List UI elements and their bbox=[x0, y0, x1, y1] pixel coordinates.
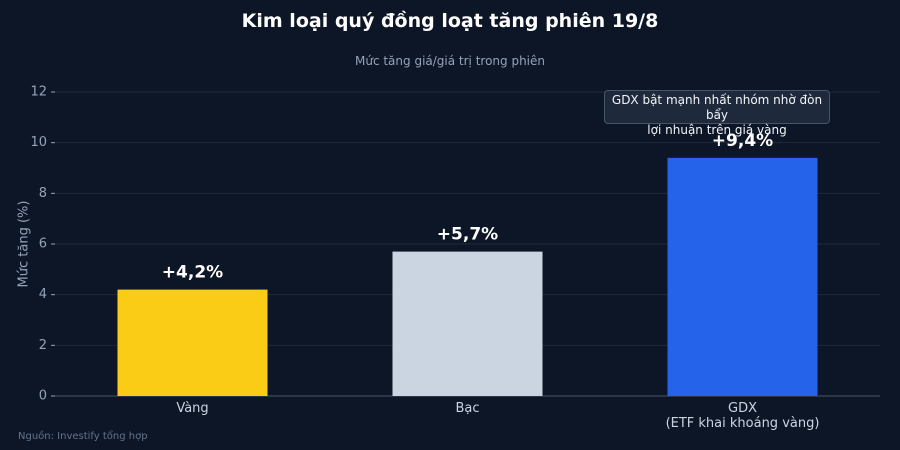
bar bbox=[667, 157, 818, 396]
x-tick-label: GDX (ETF khai khoáng vàng) bbox=[665, 401, 820, 431]
value-label: +4,2% bbox=[162, 263, 223, 283]
source: Nguồn: Investify tổng hợp bbox=[18, 431, 148, 442]
x-tick-label: Vàng bbox=[176, 401, 209, 416]
y-tick-label: 6 bbox=[39, 237, 47, 252]
y-tick-label: 4 bbox=[39, 287, 47, 302]
value-label: +9,4% bbox=[712, 131, 773, 151]
value-label: +5,7% bbox=[437, 225, 498, 245]
y-tick-label: 0 bbox=[39, 389, 47, 404]
chart-title: Kim loại quý đồng loạt tăng phiên 19/8 bbox=[241, 10, 659, 32]
bar bbox=[392, 251, 543, 396]
y-axis-label: Mức tăng (%) bbox=[17, 201, 32, 288]
y-tick-label: 12 bbox=[30, 85, 47, 100]
x-tick-label: Bạc bbox=[455, 401, 480, 416]
y-tick-label: 2 bbox=[39, 338, 47, 353]
chart-subtitle: Mức tăng giá/giá trị trong phiên bbox=[354, 54, 546, 68]
bar bbox=[117, 289, 268, 396]
y-tick-label: 8 bbox=[39, 186, 47, 201]
annotation: GDX bật mạnh nhất nhóm nhờ đòn bẩy lợi n… bbox=[604, 90, 830, 137]
y-tick-label: 10 bbox=[30, 135, 47, 150]
